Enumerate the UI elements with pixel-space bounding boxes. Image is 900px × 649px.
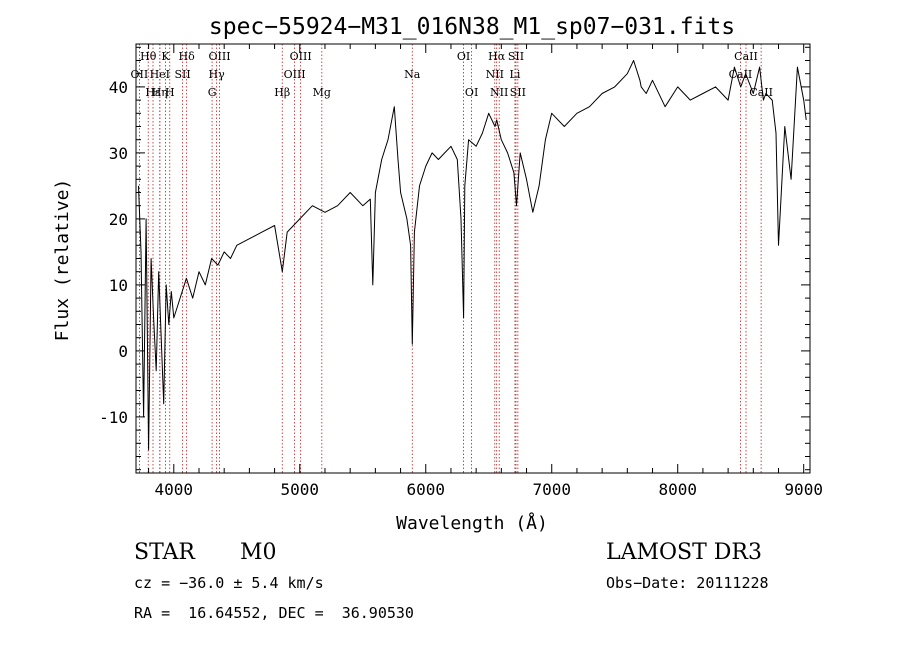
object-class: STAR xyxy=(134,540,195,565)
line-label: Hα xyxy=(488,50,506,63)
line-label: Mg xyxy=(313,86,331,99)
spectrum-line xyxy=(138,60,807,451)
y-tick-label: 0 xyxy=(118,342,128,361)
line-label: G xyxy=(208,86,217,99)
spectral-line-markers xyxy=(139,44,762,473)
y-axis: -10 0 10 20 30 40 xyxy=(99,46,810,471)
chart-title: spec−55924−M31_016N38_M1_sp07−031.fits xyxy=(209,14,735,40)
line-label: Hε xyxy=(145,86,161,99)
y-tick-label: 40 xyxy=(109,78,128,97)
x-tick-label: 7000 xyxy=(532,480,571,499)
line-label: CaII xyxy=(749,86,773,99)
line-label: CaII xyxy=(729,68,753,81)
line-label: H xyxy=(165,86,175,99)
y-tick-label: 20 xyxy=(109,210,128,229)
x-axis: 4000 5000 6000 7000 8000 9000 xyxy=(148,44,823,499)
line-label: SII xyxy=(510,86,526,99)
line-label: K xyxy=(161,50,170,63)
line-label: OI xyxy=(465,86,478,99)
x-tick-label: 6000 xyxy=(406,480,445,499)
line-label: SII xyxy=(174,68,190,81)
redshift-velocity: cz = −36.0 ± 5.4 km/s xyxy=(134,574,324,592)
line-label: NII xyxy=(486,68,504,81)
line-label: Hβ xyxy=(274,86,290,99)
y-tick-label: 10 xyxy=(109,276,128,295)
y-tick-label: -10 xyxy=(99,408,128,427)
x-tick-label: 8000 xyxy=(658,480,697,499)
y-axis-label: Flux (relative) xyxy=(52,179,73,342)
plot-frame xyxy=(135,43,811,474)
line-label: Hδ xyxy=(179,50,196,63)
x-tick-label: 5000 xyxy=(281,480,320,499)
line-label: HeI xyxy=(150,68,170,81)
object-subclass: M0 xyxy=(240,540,277,565)
line-label: OI xyxy=(457,50,470,63)
y-tick-label: 30 xyxy=(109,144,128,163)
line-label: SII xyxy=(508,50,524,63)
line-label: OIII xyxy=(284,68,306,81)
line-label: Hθ xyxy=(140,50,157,63)
x-tick-label: 9000 xyxy=(784,480,823,499)
line-label: OIII xyxy=(290,50,312,63)
survey-name: LAMOST DR3 xyxy=(606,540,762,565)
observation-date: Obs−Date: 20111228 xyxy=(606,574,769,592)
line-label: Hη xyxy=(152,86,168,99)
line-label: Hγ xyxy=(209,68,226,81)
x-tick-label: 4000 xyxy=(155,480,194,499)
x-axis-label: Wavelength (Å) xyxy=(396,512,548,534)
coordinates: RA = 16.64552, DEC = 36.90530 xyxy=(134,604,414,622)
line-label: OIII xyxy=(208,50,230,63)
line-label: OII xyxy=(131,68,149,81)
line-label: NII xyxy=(490,86,508,99)
line-label: CaII xyxy=(734,50,758,63)
line-label: Na xyxy=(404,68,421,81)
line-label: Li xyxy=(510,68,521,81)
